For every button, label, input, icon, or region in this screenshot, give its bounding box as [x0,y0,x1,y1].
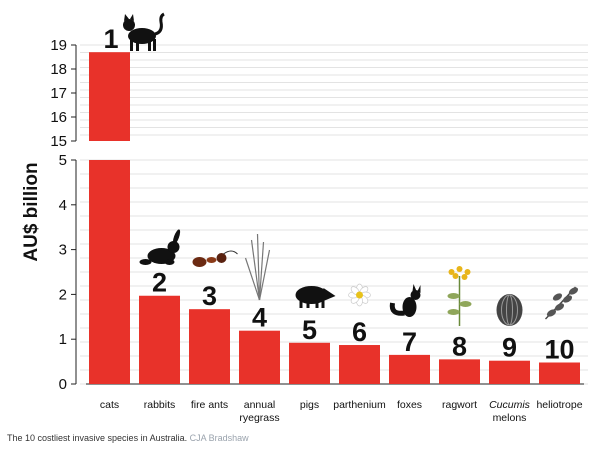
rank-label: 1 [103,24,118,54]
y-tick-label: 15 [50,133,67,150]
fire-ant-icon [193,251,238,267]
bar [489,361,530,384]
y-tick-label: 5 [59,152,67,169]
bar [439,359,480,384]
melon-icon [497,294,523,326]
y-tick-label: 2 [59,286,67,303]
y-tick-label: 19 [50,37,67,54]
caption: The 10 costliest invasive species in Aus… [7,433,249,443]
y-tick-label: 18 [50,61,67,78]
y-tick-label: 17 [50,85,67,102]
rank-label: 6 [352,317,367,347]
y-tick-label: 16 [50,109,67,126]
bar [339,345,380,384]
rank-label: 2 [152,268,167,298]
parthenium-flower-icon [349,284,371,306]
bar-upper-segment [89,52,130,141]
rank-label: 8 [452,331,467,361]
category-label-line2: ryegrass [239,412,279,424]
category-label: pigs [300,399,319,411]
category-label: cats [100,399,119,411]
species-icons [123,14,579,326]
category-label: parthenium [333,399,386,411]
category-label: heliotrope [536,399,582,411]
ragwort-icon [448,266,472,326]
y-tick-label: 3 [59,242,67,259]
rank-label: 4 [252,303,267,333]
y-tick-label: 4 [59,197,67,214]
rabbit-icon [140,229,182,265]
category-label: fire ants [191,399,228,411]
category-label: annual [244,399,276,411]
caption-credit[interactable]: CJA Bradshaw [190,433,249,443]
pig-icon [296,286,336,308]
category-label: rabbits [144,399,176,411]
rank-label: 3 [202,281,217,311]
bar [139,296,180,384]
y-tick-label: 1 [59,331,67,348]
rank-label: 9 [502,333,517,363]
bar [539,362,580,384]
bar-chart: 0 1 2 3 4 5 15 16 17 18 19 1 2 3 4 5 6 7 8 9 10 cats rabbits… [0,0,600,430]
category-label-line2: melons [493,412,527,424]
bar [239,331,280,384]
y-axis-label: AU$ billion [21,162,42,261]
caption-text: The 10 costliest invasive species in Aus… [7,433,187,443]
rank-label: 10 [544,334,574,364]
category-label: foxes [397,399,422,411]
category-label: ragwort [442,399,477,411]
bar [189,309,230,384]
bar [89,160,130,384]
rank-label: 7 [402,327,417,357]
category-label: Cucumis [489,399,531,411]
y-tick-label: 0 [59,376,67,393]
rank-label: 5 [302,315,317,345]
bar [289,343,330,384]
bar [389,355,430,384]
